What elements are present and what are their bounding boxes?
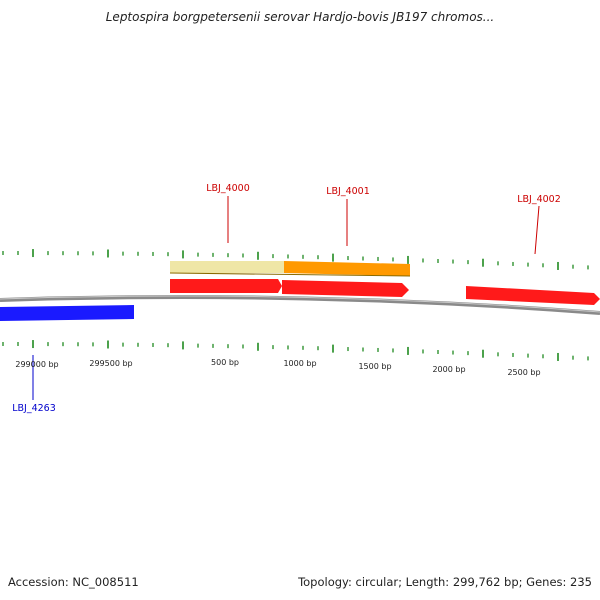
scale-label: 500 bp — [211, 358, 239, 367]
scale-label: 2000 bp — [432, 365, 465, 374]
accession-text: Accession: NC_008511 — [8, 575, 139, 589]
gene-arrow-lbj-4000[interactable] — [170, 279, 282, 293]
gene-arrow-lbj-4001[interactable] — [282, 280, 409, 297]
inner-tick-ring — [2, 340, 589, 361]
gene-label-lbj-4263[interactable]: LBJ_4263 — [12, 403, 56, 414]
topology-summary: Topology: circular; Length: 299,762 bp; … — [298, 575, 592, 589]
cds-band-lbj-4001[interactable] — [284, 261, 410, 276]
scale-label: 1500 bp — [358, 362, 391, 371]
gene-label-lbj-4000[interactable]: LBJ_4000 — [206, 183, 250, 194]
outer-tick-ring — [2, 249, 589, 270]
scale-label: 299500 bp — [89, 359, 132, 368]
cds-band-underline — [169, 272, 411, 277]
gene-arrow-lbj-4263[interactable] — [0, 305, 134, 321]
map-title: Leptospira borgpetersenii serovar Hardjo… — [105, 10, 495, 24]
scale-label: 1000 bp — [283, 359, 316, 368]
gene-label-lbj-4001[interactable]: LBJ_4001 — [326, 186, 370, 197]
cds-band-lbj-4000[interactable] — [170, 261, 284, 273]
backbone-highlight — [0, 295, 600, 313]
scale-label: 299000 bp — [15, 360, 58, 369]
leader-lbj-4002 — [534, 205, 540, 255]
scale-label: 2500 bp — [507, 368, 540, 377]
backbone-arc — [0, 294, 600, 315]
gene-arrow-lbj-4002[interactable] — [466, 286, 600, 305]
gene-label-lbj-4002[interactable]: LBJ_4002 — [517, 194, 561, 205]
